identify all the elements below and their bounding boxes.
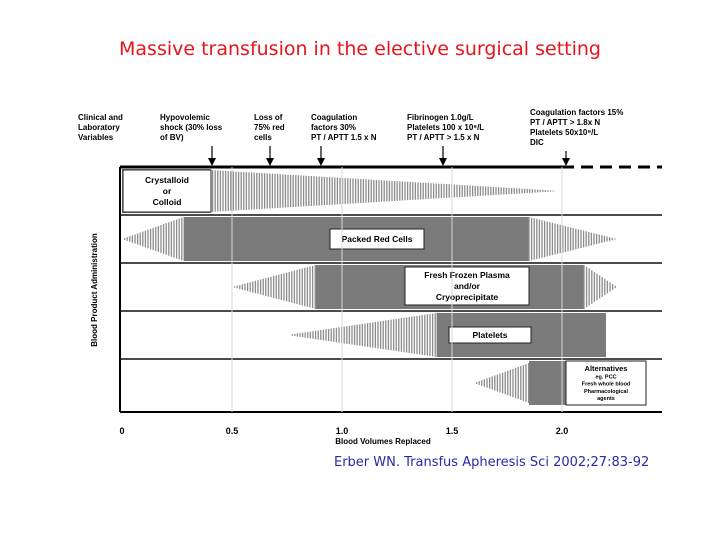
packed-red-cells-ramp-in — [123, 217, 183, 261]
product-label-line: eg. PCC — [595, 374, 616, 380]
product-label-line: agents — [597, 396, 615, 402]
clinical-variable-line: Hypovolemic — [160, 113, 210, 122]
clinical-variable-line: 75% red — [254, 123, 285, 132]
clinical-variable-line: Platelets 100 x 10⁹/L — [407, 123, 484, 132]
product-label-line: Crystalloid — [145, 175, 189, 185]
clinical-variable-5: Coagulation factors 15%PT / APTT > 1.8x … — [530, 108, 623, 166]
clinical-variable-line: PT / APTT 1.5 x N — [311, 133, 377, 142]
product-label-line: Pharmacological — [584, 389, 628, 395]
clinical-variable-line: Platelets 50x10⁹/L — [530, 128, 598, 137]
clinical-variable-line: of BV) — [160, 133, 184, 142]
arrowhead-icon — [266, 158, 274, 166]
alternatives-ramp-in — [475, 363, 530, 403]
x-tick-label: 0.5 — [226, 426, 239, 436]
product-label-line: Colloid — [153, 197, 182, 207]
fresh-frozen-plasma-ramp-in — [233, 265, 316, 309]
clinical-variable-line: Laboratory — [78, 123, 120, 132]
axes: 0 0.5 1.0 1.5 2.0 Blood Volumes Replaced Blood… — [90, 233, 568, 446]
packed-red-cells-ramp-out — [528, 217, 616, 261]
product-label-line: or — [163, 186, 172, 196]
diagram-frame — [119, 165, 662, 413]
clinical-variable-line: PT / APTT > 1.8x N — [530, 118, 600, 127]
clinical-variable-line: Loss of — [254, 113, 283, 122]
arrowhead-icon — [208, 158, 216, 166]
product-label-line: Packed Red Cells — [342, 234, 413, 244]
clinical-variable-line: shock (30% loss — [160, 123, 223, 132]
x-tick-label: 1.0 — [336, 426, 349, 436]
platelets-label: Platelets — [448, 326, 532, 344]
clinical-variable-line: Coagulation — [311, 113, 357, 122]
product-label-line: Cryoprecipitate — [436, 292, 499, 302]
clinical-variable-line: cells — [254, 133, 272, 142]
crystalloid-or-colloid-ramp-out — [209, 170, 554, 212]
product-label-line: Alternatives — [585, 364, 628, 373]
clinical-variable-line: DIC — [530, 138, 544, 147]
clinical-variable-line: Clinical and — [78, 113, 123, 122]
x-tick-label: 1.5 — [446, 426, 459, 436]
y-axis-label: Blood Product Administration — [90, 233, 99, 347]
product-label-line: Fresh whole blood — [582, 382, 631, 388]
packed-red-cells-label: Packed Red Cells — [329, 228, 425, 250]
clinical-variable-line: factors 30% — [311, 123, 356, 132]
arrowhead-icon — [562, 158, 570, 166]
row-platelets: Platelets — [291, 313, 606, 357]
product-label-line: Platelets — [473, 330, 508, 340]
clinical-variable-line: Fibrinogen 1.0g/L — [407, 113, 474, 122]
x-tick-label: 0 — [119, 426, 124, 436]
clinical-variable-line: PT / APTT > 1.5 x N — [407, 133, 480, 142]
fresh-frozen-plasma-ramp-out — [583, 265, 616, 309]
slide-title: Massive transfusion in the elective surg… — [119, 38, 601, 60]
platelets-ramp-in — [291, 313, 436, 357]
arrowhead-icon — [317, 158, 325, 166]
citation: Erber WN. Transfus Apheresis Sci 2002;27… — [334, 455, 650, 470]
row-packed-red-cells: Packed Red Cells — [123, 217, 616, 261]
x-axis-label: Blood Volumes Replaced — [335, 437, 431, 446]
arrowhead-icon — [439, 158, 447, 166]
clinical-variable-line: Variables — [78, 133, 114, 142]
clinical-variable-line: Coagulation factors 15% — [530, 108, 623, 117]
product-label-line: and/or — [454, 281, 481, 291]
product-label-line: Fresh Frozen Plasma — [424, 270, 510, 280]
x-tick-label: 2.0 — [556, 426, 569, 436]
